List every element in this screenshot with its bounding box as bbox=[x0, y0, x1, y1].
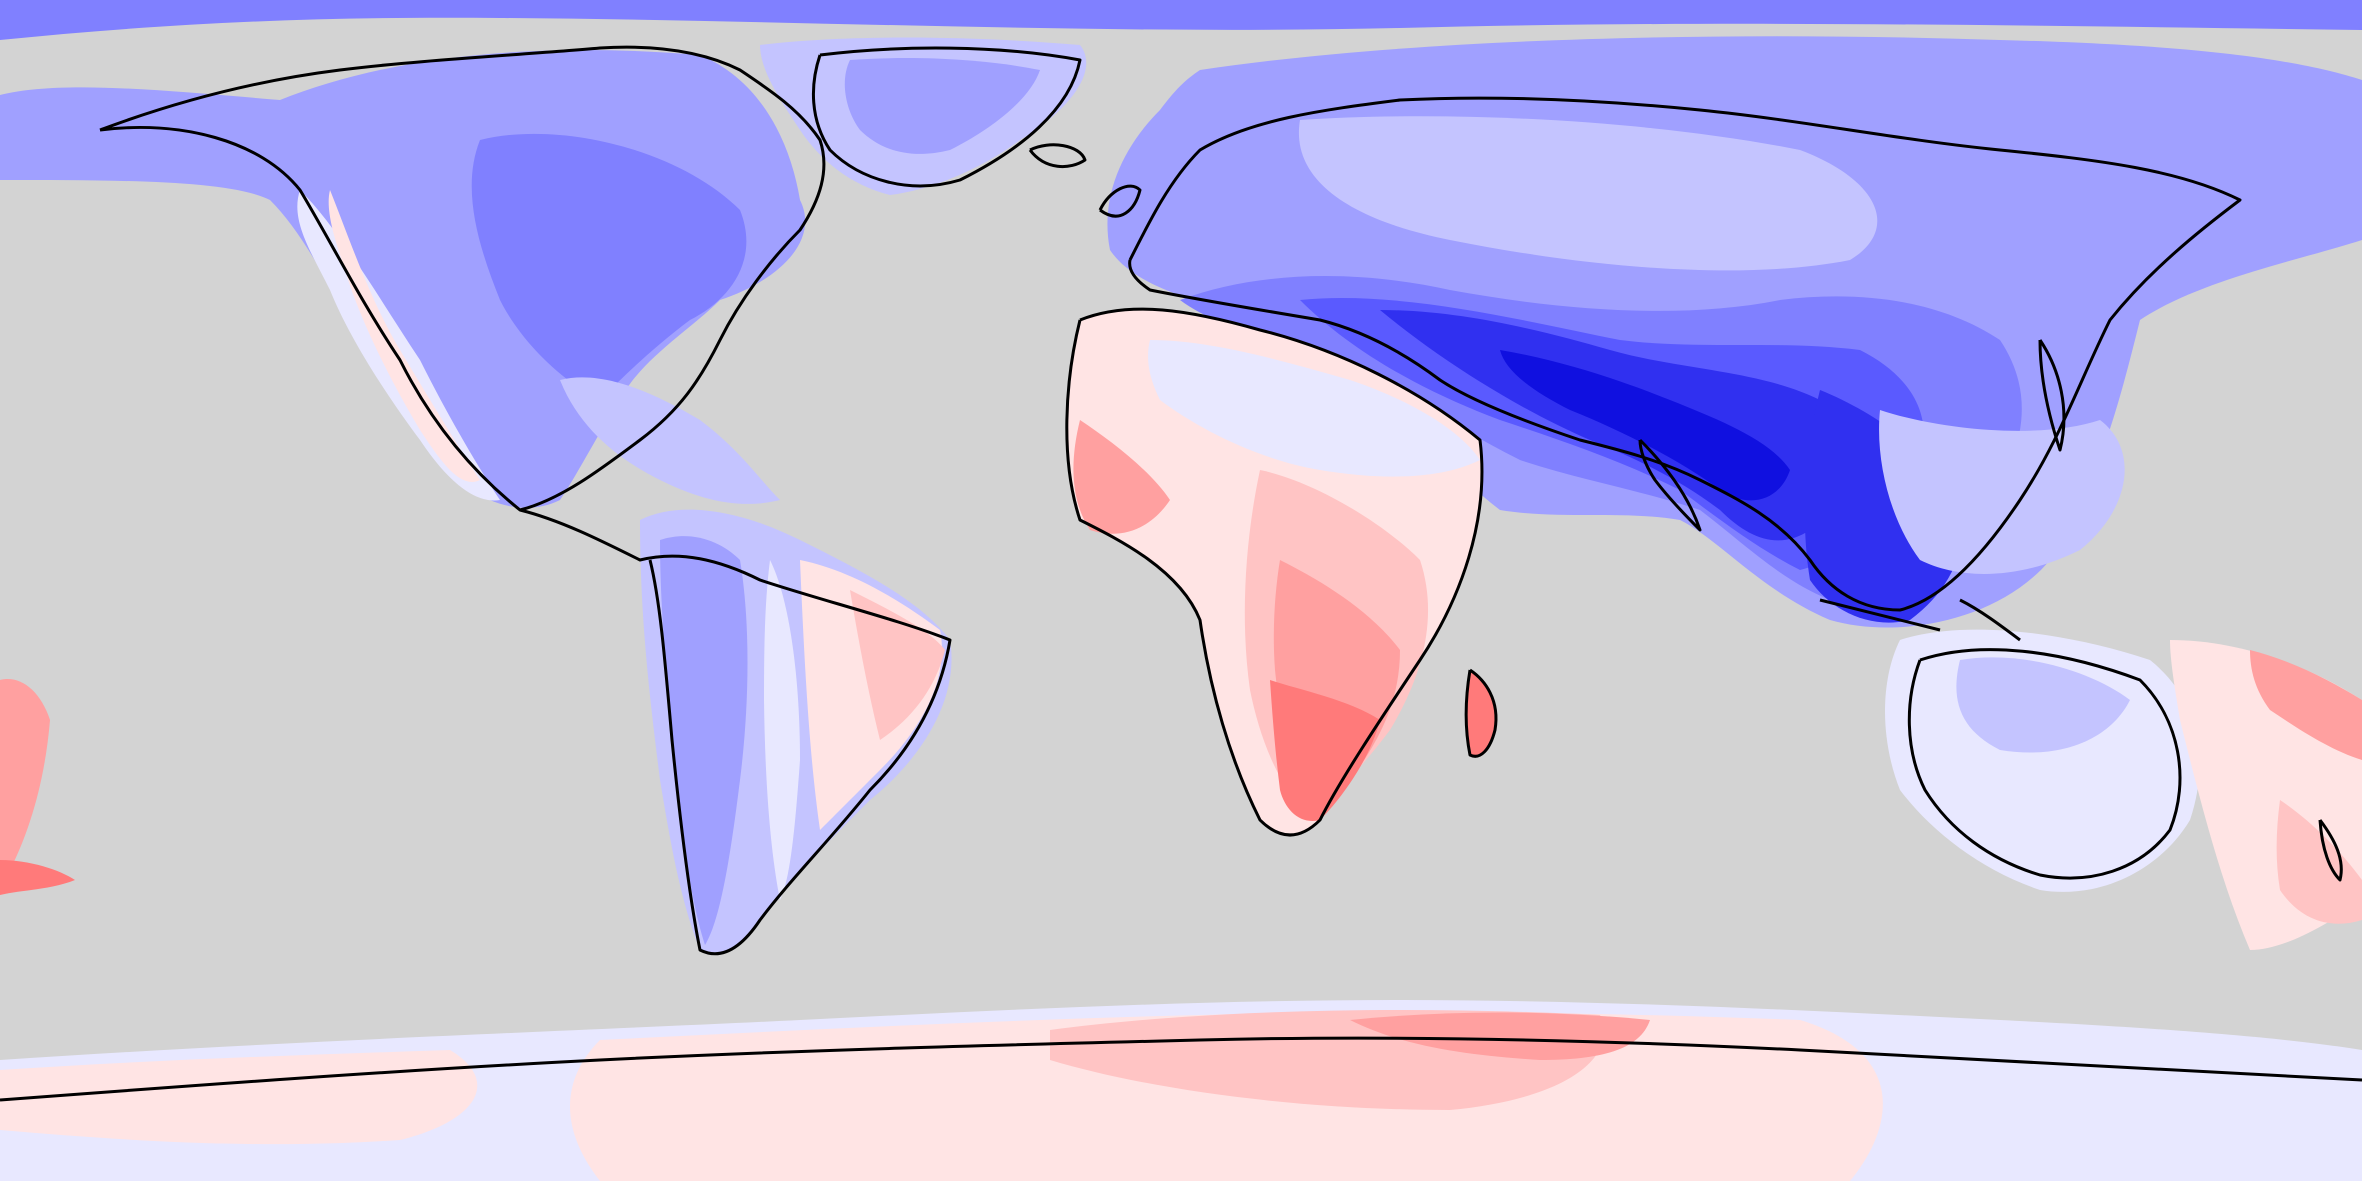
coastlines bbox=[0, 45, 2362, 1102]
south-america-field bbox=[640, 509, 952, 954]
arctic-band bbox=[0, 0, 2362, 40]
africa-field bbox=[1066, 309, 1496, 836]
greenland-field bbox=[760, 37, 1087, 195]
australia-field bbox=[1885, 629, 2362, 950]
eurasia-field bbox=[1107, 36, 2362, 628]
north-america-field bbox=[0, 50, 806, 508]
west-edge-field bbox=[0, 679, 75, 895]
antarctic-field bbox=[0, 1000, 2362, 1181]
